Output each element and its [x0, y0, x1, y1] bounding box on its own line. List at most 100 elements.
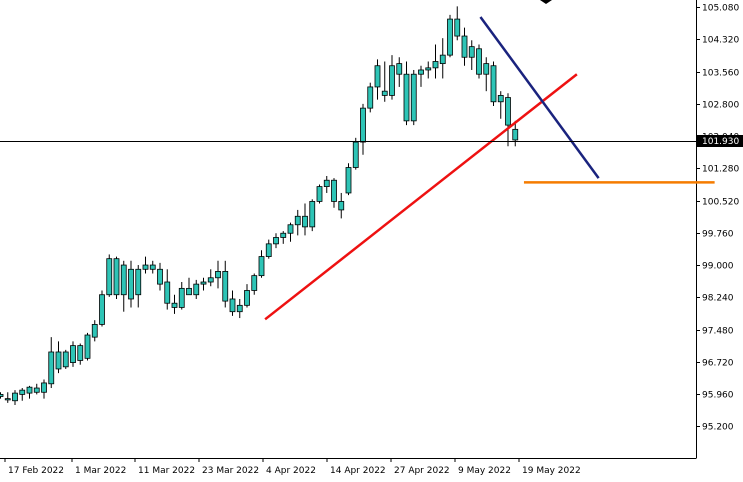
- candle-body: [186, 287, 192, 296]
- candle: [26, 385, 33, 399]
- candle-body: [171, 302, 178, 308]
- candle: [410, 69, 417, 126]
- trendline[interactable]: [264, 73, 578, 321]
- candle-body: [316, 186, 323, 202]
- candle: [236, 298, 243, 319]
- candle: [403, 61, 410, 126]
- y-tick-label: 97.480: [702, 327, 734, 337]
- candle-body: [19, 389, 26, 395]
- candle-body: [142, 264, 149, 270]
- candle-body: [476, 48, 482, 75]
- candle: [33, 383, 40, 395]
- candle-body: [164, 281, 171, 304]
- candle: [48, 337, 55, 389]
- candle-body: [12, 392, 18, 402]
- candle: [91, 320, 98, 342]
- candle-body: [222, 271, 229, 302]
- candle: [374, 59, 381, 100]
- x-tick-label: 27 Apr 2022: [394, 466, 450, 476]
- candle: [389, 55, 395, 100]
- trendline[interactable]: [479, 16, 600, 179]
- candle: [345, 163, 352, 196]
- x-tick-label: 4 Apr 2022: [266, 466, 316, 476]
- candle: [135, 265, 142, 308]
- candle: [483, 57, 490, 92]
- candle: [418, 65, 424, 87]
- candle: [70, 341, 76, 367]
- candle: [265, 239, 272, 259]
- candle: [381, 61, 388, 102]
- candle-body: [418, 69, 424, 75]
- candle: [207, 269, 214, 287]
- candle-body: [99, 294, 105, 325]
- candle-body: [497, 95, 504, 103]
- candle: [338, 192, 345, 219]
- plot-background: [0, 0, 696, 458]
- candle: [447, 14, 453, 58]
- candle-body: [128, 268, 134, 300]
- candle: [287, 222, 294, 242]
- candle: [186, 277, 192, 296]
- candle-body: [236, 304, 243, 313]
- candle-body: [0, 393, 4, 397]
- candle-body: [26, 386, 33, 394]
- y-tick-label: 105.080: [702, 4, 739, 14]
- candle: [193, 279, 200, 299]
- candle-body: [48, 351, 55, 385]
- candle-body: [258, 256, 265, 277]
- candle-body: [251, 275, 258, 291]
- candle: [367, 82, 374, 113]
- candle: [461, 27, 468, 66]
- candle: [171, 294, 178, 314]
- y-tick-label: 95.200: [702, 423, 734, 433]
- candle: [512, 120, 519, 147]
- candle: [229, 290, 236, 316]
- candle-body: [84, 334, 91, 359]
- candle: [55, 341, 62, 374]
- candle: [77, 343, 84, 365]
- candle: [497, 91, 504, 119]
- candle: [505, 93, 511, 147]
- candle: [244, 284, 250, 308]
- candle-body: [207, 277, 214, 283]
- candle: [425, 61, 432, 79]
- candle: [273, 233, 279, 249]
- candle-body: [309, 201, 316, 228]
- candle-body: [193, 283, 200, 296]
- candle: [258, 250, 265, 278]
- candle: [490, 61, 497, 107]
- candle: [19, 388, 26, 401]
- candle-body: [468, 46, 475, 58]
- candle-body: [439, 54, 446, 65]
- candle-body: [33, 387, 40, 393]
- candle-body: [367, 86, 374, 109]
- current-price-badge: [697, 135, 743, 147]
- candle-body: [483, 63, 490, 75]
- y-tick-label: 103.560: [702, 69, 739, 79]
- y-tick-label: 95.960: [702, 391, 734, 401]
- candle: [331, 178, 337, 208]
- candle-body: [447, 18, 453, 56]
- candle-body: [294, 215, 301, 226]
- y-tick-label: 99.000: [702, 262, 734, 272]
- x-tick-label: 17 Feb 2022: [8, 466, 64, 476]
- candle-body: [323, 179, 330, 187]
- candle: [0, 392, 4, 399]
- candle-body: [331, 179, 337, 202]
- candle-body: [215, 271, 221, 279]
- candle: [164, 269, 171, 310]
- candle-body: [178, 287, 185, 308]
- candle: [84, 332, 91, 361]
- candle: [294, 209, 301, 236]
- candle-body: [403, 73, 410, 122]
- candle: [360, 103, 366, 155]
- candle-body: [352, 141, 359, 168]
- candle-body: [106, 258, 113, 296]
- candle: [215, 260, 221, 289]
- candle: [99, 290, 105, 327]
- drawn-objects[interactable]: [0, 0, 715, 321]
- candle: [200, 277, 207, 291]
- candle-body: [360, 107, 366, 143]
- candle: [142, 256, 149, 274]
